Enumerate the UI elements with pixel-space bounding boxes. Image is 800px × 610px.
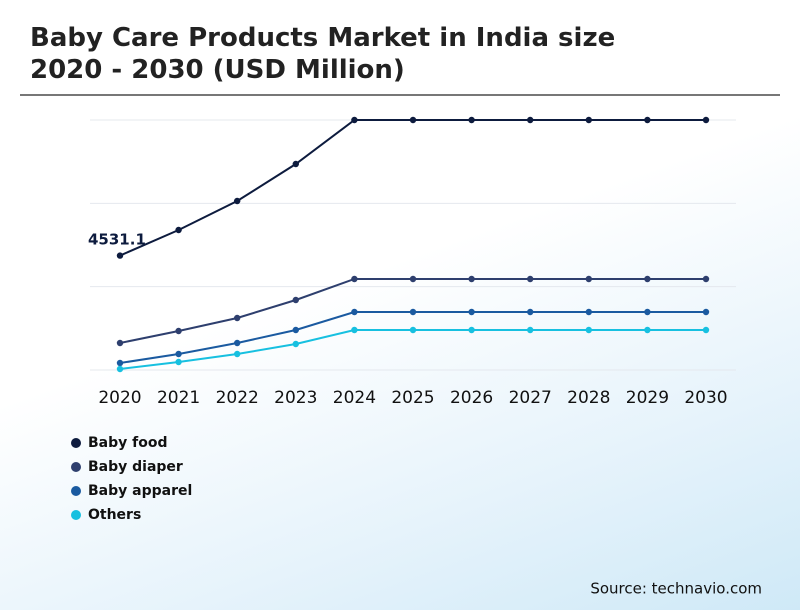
source: Source: technavio.com xyxy=(590,580,762,598)
point xyxy=(351,116,358,124)
point xyxy=(468,308,475,316)
point xyxy=(116,252,124,259)
point xyxy=(585,275,592,283)
point xyxy=(409,326,417,334)
point xyxy=(585,116,592,124)
x-tick-label: 2023 xyxy=(274,388,317,408)
title-rule xyxy=(20,94,780,96)
point xyxy=(292,326,299,334)
legend-marker xyxy=(71,438,81,448)
x-tick-label: 2025 xyxy=(391,388,434,408)
series-line xyxy=(119,310,706,364)
legend-label: Baby diaper xyxy=(88,459,183,475)
point xyxy=(409,308,417,316)
point xyxy=(468,326,475,334)
point xyxy=(292,160,299,168)
point xyxy=(292,340,299,348)
point xyxy=(527,308,534,316)
series-line xyxy=(119,119,706,257)
point xyxy=(644,308,651,316)
point xyxy=(116,339,124,347)
point xyxy=(175,358,182,366)
point xyxy=(468,116,475,124)
legend-marker xyxy=(71,462,81,472)
point xyxy=(527,116,534,124)
point xyxy=(351,275,358,283)
point xyxy=(116,365,124,373)
point xyxy=(234,314,241,322)
point xyxy=(234,197,241,205)
point xyxy=(585,308,592,316)
x-tick-label: 2026 xyxy=(450,388,493,408)
point xyxy=(234,350,241,358)
x-tick-label: 2020 xyxy=(98,388,141,408)
point xyxy=(585,326,592,334)
point xyxy=(702,308,710,316)
legend-marker xyxy=(71,510,81,520)
point xyxy=(234,339,241,347)
point xyxy=(644,275,651,283)
point xyxy=(702,116,710,124)
point xyxy=(175,226,182,234)
legend-label: Baby apparel xyxy=(88,483,192,499)
point xyxy=(351,308,358,316)
x-tick-label: 2027 xyxy=(509,388,552,408)
point xyxy=(644,326,651,334)
point xyxy=(175,327,182,335)
point xyxy=(116,359,124,367)
x-tick-label: 2028 xyxy=(567,388,610,408)
x-tick-label: 2022 xyxy=(216,388,259,408)
x-tick-label: 2029 xyxy=(626,388,669,408)
point xyxy=(409,275,417,283)
legend-label: Others xyxy=(88,507,141,523)
point xyxy=(527,326,534,334)
point xyxy=(351,326,358,334)
data-label: 4531.1 xyxy=(88,231,146,249)
legend-label: Baby food xyxy=(88,435,168,451)
point xyxy=(702,326,710,334)
x-tick-label: 2024 xyxy=(333,388,376,408)
chart-title: Baby Care Products Market in India size … xyxy=(30,23,616,85)
point xyxy=(702,275,710,283)
x-tick-label: 2021 xyxy=(157,388,200,408)
point xyxy=(644,116,651,124)
point xyxy=(409,116,417,124)
point xyxy=(175,350,182,358)
legend-marker xyxy=(71,486,81,496)
point xyxy=(468,275,475,283)
point xyxy=(292,296,299,304)
point xyxy=(527,275,534,283)
x-tick-label: 2030 xyxy=(684,388,727,408)
